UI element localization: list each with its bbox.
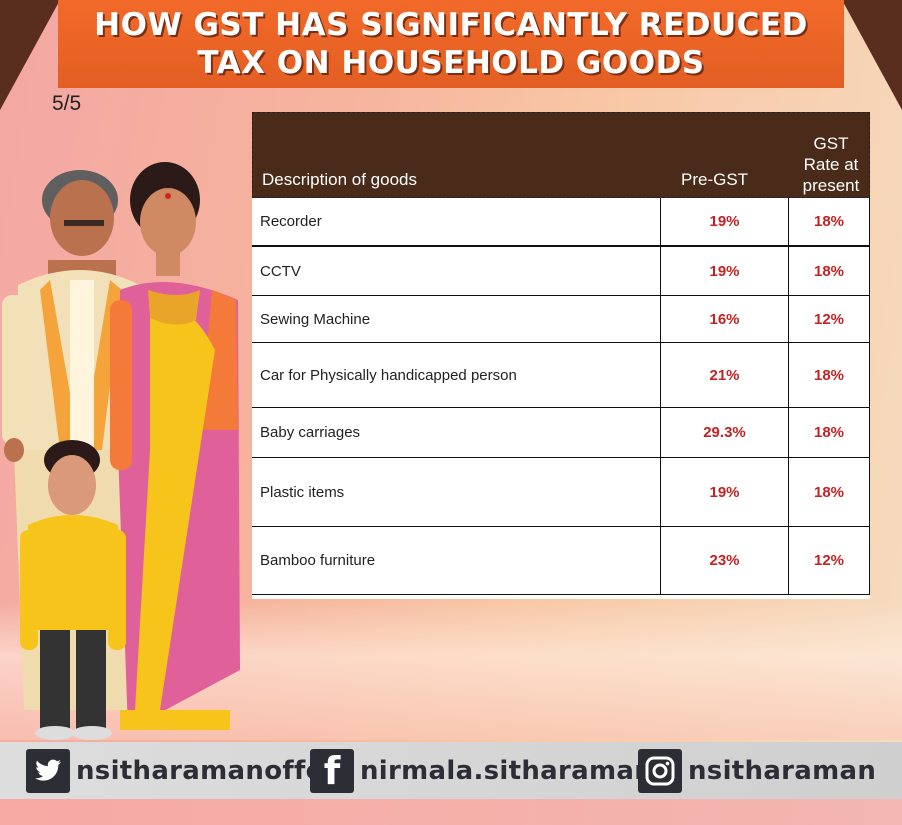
table-row: Plastic items 19% 18% xyxy=(252,458,870,527)
item-name: Sewing Machine xyxy=(252,296,661,342)
pre-gst-rate: 16% xyxy=(661,296,789,342)
item-name: Car for Physically handicapped person xyxy=(252,343,661,407)
pre-gst-rate: 29.3% xyxy=(661,408,789,457)
table-header: Description of goods Pre-GST GST Rate at… xyxy=(252,112,870,198)
table-row: Bamboo furniture 23% 12% xyxy=(252,527,870,595)
pre-gst-rate: 19% xyxy=(661,198,789,245)
woman-figure xyxy=(110,162,240,730)
header-pre-gst: Pre-GST xyxy=(681,170,749,189)
facebook-handle: nirmala.sitharaman xyxy=(360,755,653,786)
item-name: Bamboo furniture xyxy=(252,527,661,594)
item-name: Baby carriages xyxy=(252,408,661,457)
table-row: Recorder 19% 18% xyxy=(252,198,870,246)
twitter-icon xyxy=(26,748,70,793)
twitter-link[interactable]: nsitharamanoffc xyxy=(26,748,321,793)
present-gst-rate: 18% xyxy=(789,408,870,457)
header-description: Description of goods xyxy=(262,170,417,189)
facebook-link[interactable]: f nirmala.sitharaman xyxy=(310,748,653,793)
table-row: Car for Physically handicapped person 21… xyxy=(252,343,870,408)
table-row: Sewing Machine 16% 12% xyxy=(252,296,870,343)
instagram-icon xyxy=(638,748,682,793)
title-banner: HOW GST HAS SIGNIFICANTLY REDUCED TAX ON… xyxy=(58,0,844,88)
header-gst-rate-present: GST Rate at present xyxy=(802,134,860,195)
table-row: Baby carriages 29.3% 18% xyxy=(252,408,870,458)
title-line-1: HOW GST HAS SIGNIFICANTLY REDUCED xyxy=(94,7,808,43)
page-counter: 5/5 xyxy=(52,92,82,115)
facebook-icon: f xyxy=(310,748,354,793)
present-gst-rate: 18% xyxy=(789,458,870,526)
present-gst-rate: 18% xyxy=(789,343,870,407)
present-gst-rate: 12% xyxy=(789,527,870,594)
item-name: Recorder xyxy=(252,198,661,245)
instagram-handle: nsitharaman xyxy=(688,755,877,786)
pre-gst-rate: 19% xyxy=(661,247,789,295)
pre-gst-rate: 23% xyxy=(661,527,789,594)
title-line-2: TAX ON HOUSEHOLD GOODS xyxy=(197,45,705,81)
present-gst-rate: 12% xyxy=(789,296,870,342)
gst-rate-table: Description of goods Pre-GST GST Rate at… xyxy=(252,112,870,599)
present-gst-rate: 18% xyxy=(789,198,870,245)
social-footer: nsitharamanoffc f nirmala.sitharaman nsi… xyxy=(0,742,902,799)
instagram-link[interactable]: nsitharaman xyxy=(638,748,876,793)
pre-gst-rate: 21% xyxy=(661,343,789,407)
present-gst-rate: 18% xyxy=(789,247,870,295)
family-illustration xyxy=(2,162,240,740)
twitter-handle: nsitharamanoffc xyxy=(76,755,322,786)
pre-gst-rate: 19% xyxy=(661,458,789,526)
banner-ribbon-right xyxy=(842,0,902,110)
table-row: CCTV 19% 18% xyxy=(252,246,870,296)
banner-ribbon-left xyxy=(0,0,60,110)
boy-figure xyxy=(20,440,126,740)
item-name: Plastic items xyxy=(252,458,661,526)
item-name: CCTV xyxy=(252,247,661,295)
footer-bottom-strip xyxy=(0,799,902,825)
